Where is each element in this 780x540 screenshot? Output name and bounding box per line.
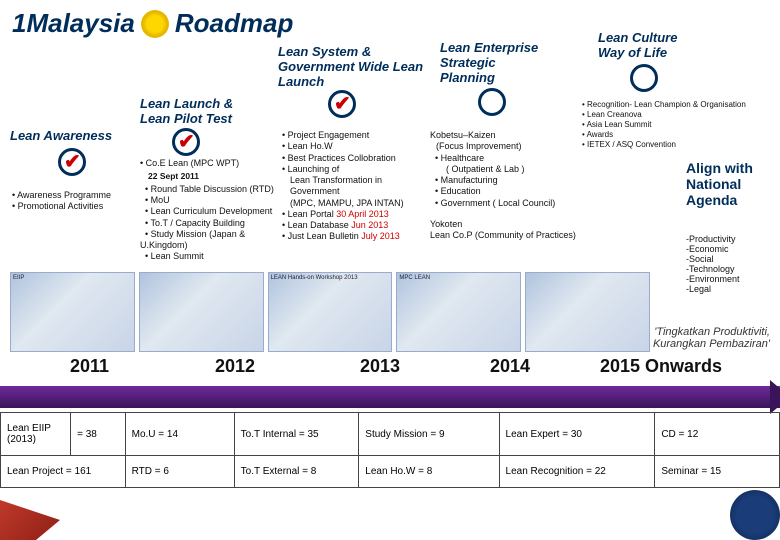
check-icon [58, 148, 86, 176]
awareness-bullets: Awareness Programme Promotional Activiti… [12, 190, 132, 213]
list-item: To.T / Capacity Building [140, 218, 278, 229]
check-icon [478, 88, 506, 116]
outcome: -Social [686, 254, 776, 264]
year-label: 2011 [70, 356, 109, 377]
timeline-arrow [0, 386, 780, 408]
list-item: Awareness Programme [12, 190, 132, 201]
enterprise-header: Kobetsu–Kaizen [430, 130, 496, 140]
right-column: Align with National Agenda -Productivity… [686, 120, 776, 294]
enterprise-sub: (Focus Improvement) [436, 141, 580, 152]
title-right: Roadmap [175, 8, 293, 39]
list-item: Study Mission (Japan & U.Kingdom) [140, 229, 278, 252]
timeline: 2011 2012 2013 2014 2015 Onwards [0, 356, 780, 388]
coe-block: • Co.E Lean (MPC WPT) 22 Sept 2011 Round… [140, 158, 278, 263]
list-item: Lean Transformation in [290, 175, 382, 185]
year-label: 2012 [215, 356, 255, 377]
year-label: 2014 [490, 356, 530, 377]
outcome: -Environment [686, 274, 776, 284]
cell: Lean Project = 161 [1, 456, 126, 488]
outcome: -Legal [686, 284, 776, 294]
list-item: Lean Creanova [582, 110, 780, 120]
outcome: -Economic [686, 244, 776, 254]
cell: Study Mission = 9 [359, 413, 499, 456]
check-icon [328, 90, 356, 118]
poster-thumb [525, 272, 650, 352]
list-item: Healthcare [430, 153, 580, 164]
phase-2-label: Lean Launch & Lean Pilot Test [140, 96, 233, 126]
coe-date: 22 Sept 2011 [148, 171, 278, 182]
cell: Lean Recognition = 22 [499, 456, 655, 488]
list-item: Just Lean Bulletin July 2013 [282, 231, 422, 242]
malaysia-logo-icon [141, 10, 169, 38]
poster-thumb [139, 272, 264, 352]
cell: To.T Internal = 35 [234, 413, 359, 456]
yokoten-1: Yokoten [430, 219, 580, 230]
outcome: -Technology [686, 264, 776, 274]
check-icon [172, 128, 200, 156]
list-item: Promotional Activities [12, 201, 132, 212]
list-item: Government [290, 186, 340, 196]
cell: Lean Ho.W = 8 [359, 456, 499, 488]
yokoten-2: Lean Co.P (Community of Practices) [430, 230, 580, 241]
coe-header: Co.E Lean (MPC WPT) [146, 158, 240, 168]
enterprise-block: Kobetsu–Kaizen (Focus Improvement) Healt… [430, 130, 580, 241]
list-item: Lean Portal 30 April 2013 [282, 209, 422, 220]
list-item: Lean Ho.W [282, 141, 422, 152]
year-label: 2015 Onwards [600, 356, 722, 377]
cell: Lean EIIP (2013) [1, 413, 71, 456]
list-item: (MPC, MAMPU, JPA INTAN) [290, 198, 404, 208]
slogan: 'Tingkatkan Produktiviti, Kurangkan Pemb… [653, 326, 770, 350]
cell: Mo.U = 14 [125, 413, 234, 456]
title-left: 1Malaysia [12, 8, 135, 39]
list-item: Government ( Local Council) [430, 198, 580, 209]
outcome: -Productivity [686, 234, 776, 244]
cell: CD = 12 [655, 413, 780, 456]
cell: = 38 [71, 413, 126, 456]
list-item: ( Outpatient & Lab ) [446, 164, 580, 175]
cell: RTD = 6 [125, 456, 234, 488]
phase-5-label: Lean Culture Way of Life [598, 30, 677, 60]
poster-thumb: MPC LEAN [396, 272, 521, 352]
metrics-table: Lean EIIP (2013) = 38 Mo.U = 14 To.T Int… [0, 412, 780, 488]
list-item: Best Practices Collobration [282, 153, 422, 164]
poster-thumb: EIIP [10, 272, 135, 352]
table-row: Lean Project = 161 RTD = 6 To.T External… [1, 456, 780, 488]
list-item: Round Table Discussion (RTD) [140, 184, 278, 195]
cell: Seminar = 15 [655, 456, 780, 488]
phase-4-label: Lean Enterprise Strategic Planning [440, 40, 538, 85]
cell: Lean Expert = 30 [499, 413, 655, 456]
list-item: Recognition- Lean Champion & Organisatio… [582, 100, 780, 110]
list-item: Manufacturing [430, 175, 580, 186]
phase-3-label: Lean System & Government Wide Lean Launc… [278, 44, 423, 89]
list-item: Lean Summit [140, 251, 278, 262]
poster-thumb: LEAN Hands-on Workshop 2013 [268, 272, 393, 352]
cell: To.T External = 8 [234, 456, 359, 488]
photo-strip: EIIP LEAN Hands-on Workshop 2013 MPC LEA… [10, 272, 650, 352]
table-row: Lean EIIP (2013) = 38 Mo.U = 14 To.T Int… [1, 413, 780, 456]
check-icon [630, 64, 658, 92]
phase-1-label: Lean Awareness [10, 128, 112, 143]
list-item: Launching of [282, 164, 422, 175]
system-block: Project Engagement Lean Ho.W Best Practi… [282, 130, 422, 243]
list-item: MoU [140, 195, 278, 206]
align-title: Align with National Agenda [686, 160, 776, 208]
footer-logo-left [0, 500, 60, 540]
footer-logo-right [730, 490, 780, 540]
year-label: 2013 [360, 356, 400, 377]
list-item: Lean Database Jun 2013 [282, 220, 422, 231]
list-item: Lean Curriculum Development [140, 206, 278, 217]
list-item: Education [430, 186, 580, 197]
list-item: Project Engagement [282, 130, 422, 141]
